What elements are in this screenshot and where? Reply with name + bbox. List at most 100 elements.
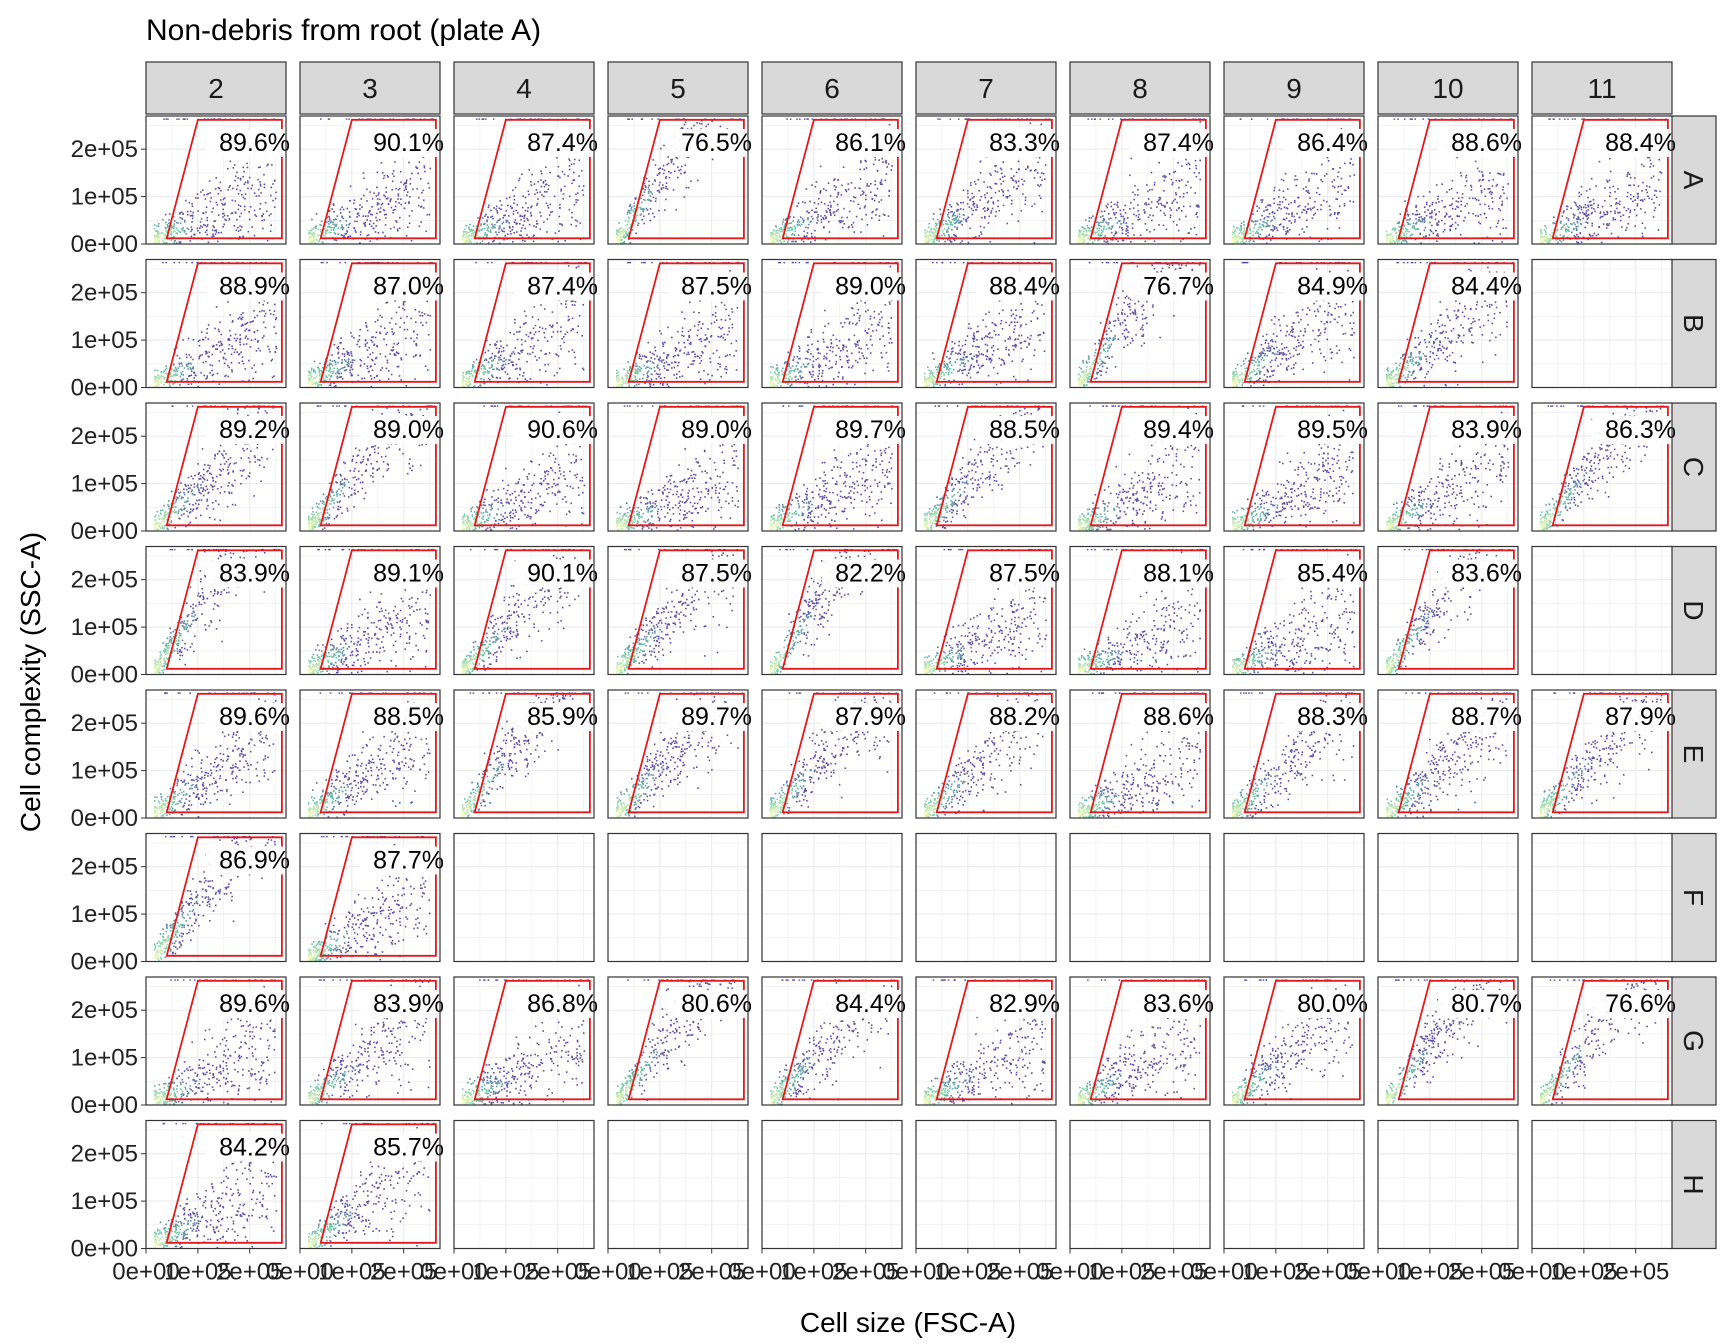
event-point	[406, 235, 408, 237]
event-point	[160, 375, 162, 377]
event-point	[665, 188, 667, 190]
event-point	[686, 187, 688, 189]
event-point	[541, 194, 543, 196]
event-point	[338, 357, 340, 359]
event-point	[331, 229, 333, 231]
event-point	[1157, 201, 1159, 203]
event-point	[503, 222, 505, 224]
event-point	[375, 337, 377, 339]
event-point	[330, 227, 332, 229]
event-point	[1437, 198, 1439, 200]
column-strip-label: 11	[1587, 73, 1616, 104]
event-point	[1181, 165, 1183, 167]
event-point	[1642, 233, 1644, 235]
event-point	[352, 369, 354, 371]
event-point	[1597, 204, 1599, 206]
event-point	[320, 229, 322, 231]
event-point	[630, 204, 632, 206]
event-point	[203, 194, 205, 196]
event-point	[1489, 208, 1491, 210]
event-point	[1303, 209, 1305, 211]
event-point	[652, 213, 654, 215]
event-point	[232, 320, 234, 322]
event-point	[1626, 175, 1628, 177]
event-point	[326, 369, 328, 371]
event-point	[655, 198, 657, 200]
event-point	[525, 197, 527, 199]
event-point	[314, 371, 316, 373]
event-point	[860, 178, 862, 180]
event-point	[1178, 180, 1180, 182]
event-point	[1183, 196, 1185, 198]
event-point	[539, 212, 541, 214]
event-point	[798, 219, 800, 221]
event-point	[502, 230, 504, 232]
event-point	[1424, 211, 1426, 213]
event-point	[1120, 210, 1122, 212]
event-point	[231, 345, 233, 347]
event-point	[509, 197, 511, 199]
event-point	[1581, 186, 1583, 188]
event-point	[807, 219, 809, 221]
event-point	[621, 230, 623, 232]
event-point	[774, 234, 776, 236]
event-point	[343, 348, 345, 350]
event-point	[1397, 223, 1399, 225]
event-point	[419, 161, 421, 163]
event-point	[1502, 189, 1504, 191]
event-point	[1009, 195, 1011, 197]
event-point	[652, 193, 654, 195]
event-point	[989, 186, 991, 188]
event-point	[818, 198, 820, 200]
event-point	[1490, 191, 1492, 193]
event-point	[1339, 227, 1341, 229]
event-point	[1183, 193, 1185, 195]
event-point	[1243, 242, 1245, 244]
event-point	[1577, 209, 1579, 211]
event-point	[212, 234, 214, 236]
event-point	[179, 213, 181, 215]
event-point	[155, 383, 157, 385]
event-point	[350, 186, 352, 188]
event-point	[1634, 199, 1636, 201]
event-point	[629, 227, 631, 229]
event-point	[1107, 224, 1109, 226]
event-point	[1450, 216, 1452, 218]
event-point	[524, 228, 526, 230]
event-point	[366, 219, 368, 221]
event-point	[648, 213, 650, 215]
event-point	[1636, 215, 1638, 217]
event-point	[1587, 197, 1589, 199]
event-point	[1113, 235, 1115, 237]
event-point	[673, 189, 675, 191]
event-point	[659, 185, 661, 187]
event-point	[1407, 229, 1409, 231]
event-point	[997, 171, 999, 173]
event-point	[1316, 192, 1318, 194]
event-point	[930, 238, 932, 240]
event-point	[239, 353, 241, 355]
event-point	[1195, 214, 1197, 216]
event-point	[205, 198, 207, 200]
event-point	[321, 370, 323, 372]
event-point	[848, 189, 850, 191]
event-point	[221, 344, 223, 346]
event-point	[655, 164, 657, 166]
event-point	[203, 375, 205, 377]
event-point	[803, 220, 805, 222]
event-point	[1586, 212, 1588, 214]
event-point	[1630, 210, 1632, 212]
event-point	[408, 202, 410, 204]
event-point	[171, 239, 173, 241]
event-point	[1419, 217, 1421, 219]
event-point	[841, 217, 843, 219]
event-point	[205, 225, 207, 227]
event-point	[191, 226, 193, 228]
event-point	[1117, 241, 1119, 243]
event-point	[1137, 204, 1139, 206]
event-point	[1099, 228, 1101, 230]
event-point	[841, 194, 843, 196]
event-point	[523, 217, 525, 219]
event-point	[1083, 227, 1085, 229]
event-point	[177, 368, 179, 370]
